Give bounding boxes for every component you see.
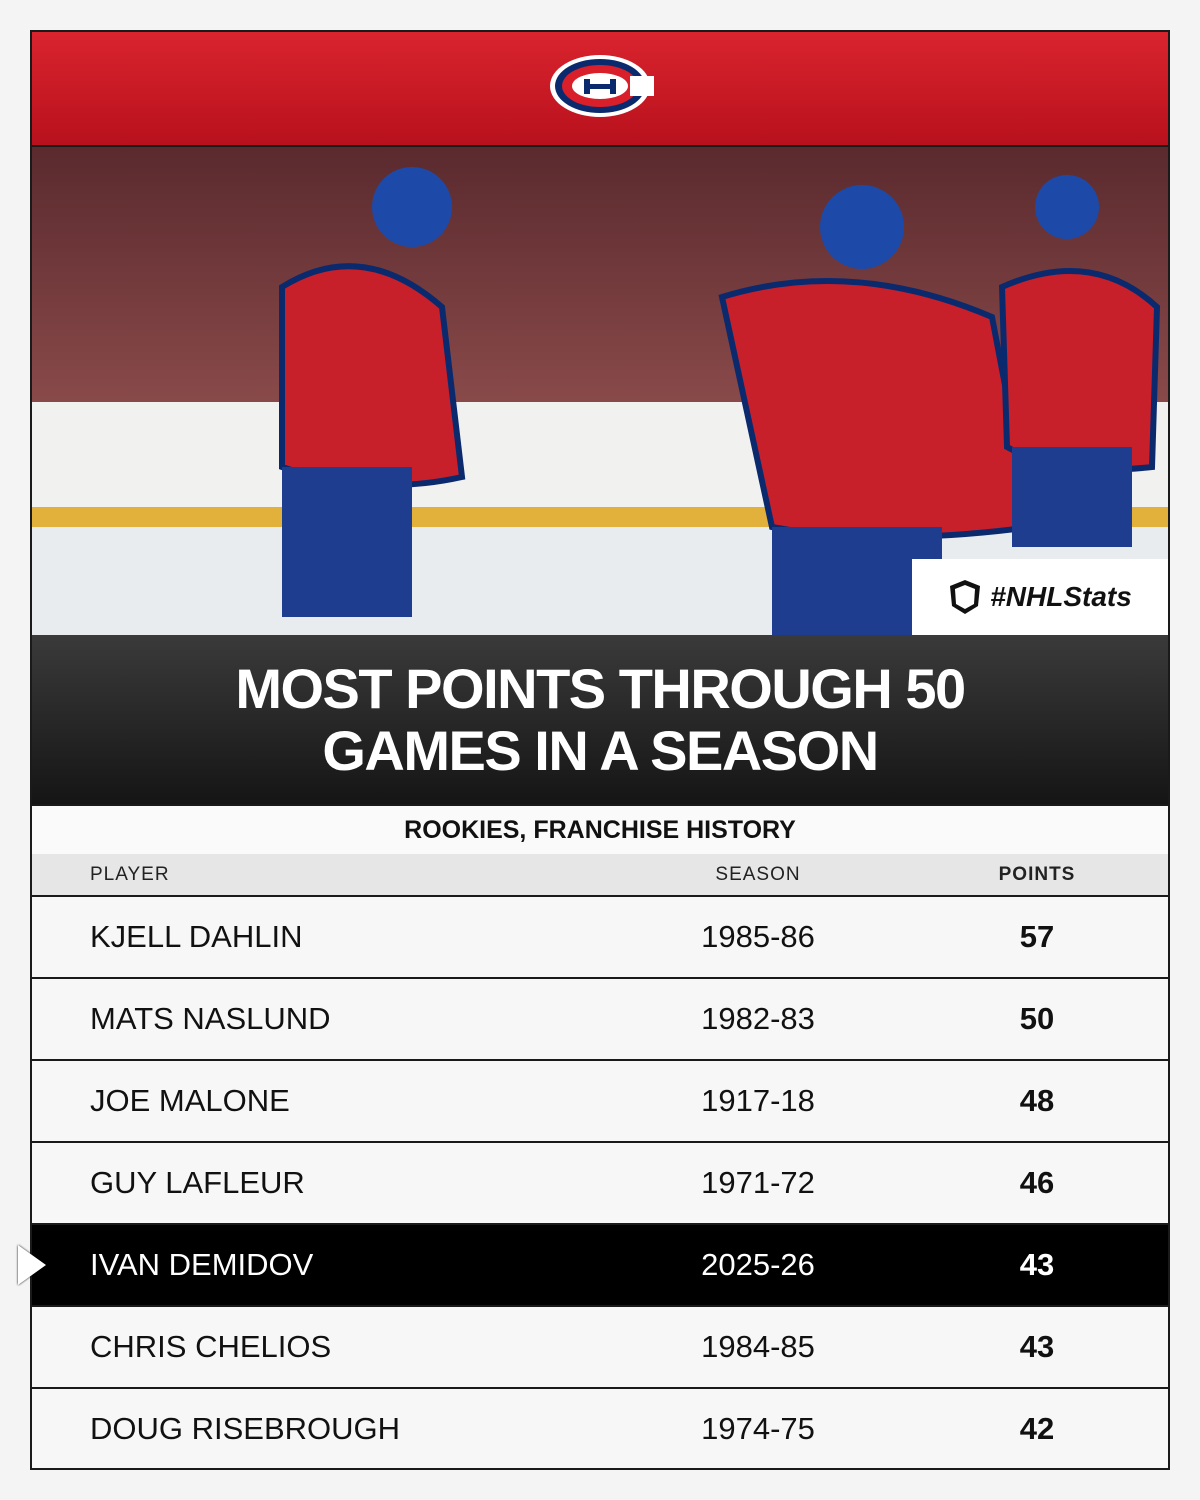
table-row: GUY LAFLEUR 1971-72 46 (32, 1142, 1168, 1225)
points: 43 (906, 1224, 1168, 1307)
points: 50 (906, 978, 1168, 1061)
player-name: DOUG RISEBROUGH (90, 1410, 401, 1446)
player-name: JOE MALONE (32, 1060, 610, 1143)
player-name: CHRIS CHELIOS (32, 1306, 610, 1389)
season: 1917-18 (610, 1060, 906, 1143)
points: 46 (906, 1142, 1168, 1225)
season: 1985-86 (610, 896, 906, 979)
title: MOST POINTS THROUGH 50 GAMES IN A SEASON (235, 656, 966, 782)
points: 42 (1019, 1410, 1055, 1446)
team-logo (550, 55, 654, 117)
hero-photo: #NHLStats (32, 147, 1168, 635)
highlight-marker (18, 1245, 46, 1285)
points: 43 (906, 1306, 1168, 1389)
table-row: IVAN DEMIDOV 2025-26 43 (32, 1224, 1168, 1307)
points: 48 (906, 1060, 1168, 1143)
subtitle: ROOKIES, FRANCHISE HISTORY (32, 804, 1168, 856)
header-bar (32, 32, 1168, 147)
table-row: MATS NASLUND 1982-83 50 (32, 978, 1168, 1061)
season: 1984-85 (610, 1306, 906, 1389)
season: 2025-26 (610, 1224, 906, 1307)
season: 1982-83 (610, 978, 906, 1061)
season: 1971-72 (610, 1142, 906, 1225)
table-row: KJELL DAHLIN 1985-86 57 (32, 896, 1168, 979)
table-row: DOUG RISEBROUGH 1974-75 42 (32, 1388, 1168, 1468)
player-name: GUY LAFLEUR (32, 1142, 610, 1225)
player-name: IVAN DEMIDOV (32, 1224, 610, 1307)
column-header: POINTS (906, 854, 1168, 897)
hashtag: #NHLStats (990, 581, 1132, 612)
column-header: SEASON (610, 854, 906, 897)
hashtag-badge: #NHLStats (912, 559, 1168, 635)
season: 1974-75 (701, 1410, 815, 1446)
graphic: #NHLStats MOST POINTS THROUGH 50 GAMES I… (30, 30, 1170, 1470)
table-row: JOE MALONE 1917-18 48 (32, 1060, 1168, 1143)
points: 57 (906, 896, 1168, 979)
player-name: MATS NASLUND (32, 978, 610, 1061)
stats-table: PLAYER SEASON POINTS KJELL DAHLIN 1985-86 57 M… (32, 854, 1168, 1468)
player-name: KJELL DAHLIN (32, 896, 610, 979)
title-panel: MOST POINTS THROUGH 50 GAMES IN A SEASON (32, 635, 1168, 804)
nhl-shield (950, 580, 981, 614)
column-header: PLAYER (32, 854, 610, 897)
header-row: PLAYER SEASON POINTS (32, 854, 1168, 897)
table-row: CHRIS CHELIOS 1984-85 43 (32, 1306, 1168, 1389)
